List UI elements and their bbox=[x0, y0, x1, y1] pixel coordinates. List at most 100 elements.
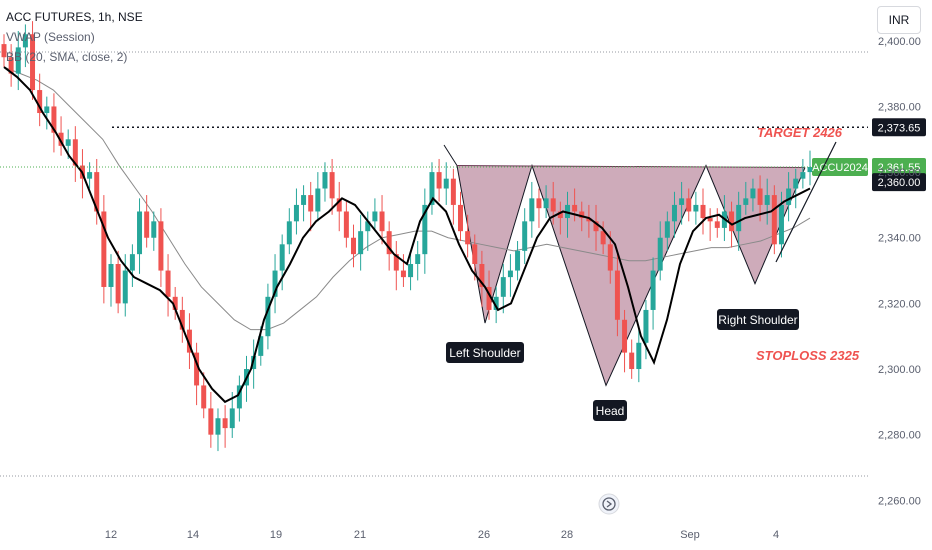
candle-body bbox=[351, 237, 357, 255]
candle-body bbox=[37, 90, 43, 114]
target-label: TARGET 2426 bbox=[757, 125, 843, 140]
candle-body bbox=[693, 204, 699, 212]
candle-body bbox=[750, 188, 756, 199]
time-tick-label: 26 bbox=[478, 529, 490, 541]
candle-body bbox=[115, 264, 121, 304]
currency-button[interactable]: INR bbox=[877, 6, 921, 34]
candle-body bbox=[365, 221, 371, 232]
head-tag: Head bbox=[593, 400, 627, 421]
candle-body bbox=[778, 204, 784, 245]
candle-body bbox=[593, 221, 599, 232]
candle-body bbox=[700, 204, 706, 219]
candle-body bbox=[443, 178, 449, 189]
candle-body bbox=[272, 270, 278, 297]
price-tick-label: 2,260.00 bbox=[878, 495, 921, 507]
candle-body bbox=[87, 172, 93, 179]
candle-body bbox=[386, 231, 392, 255]
time-axis: 12 14 19 21 26 28 Sep 4 bbox=[105, 529, 779, 541]
candle-body bbox=[422, 204, 428, 255]
symbol-title[interactable]: ACC FUTURES, 1h, NSE bbox=[6, 10, 143, 24]
candle-body bbox=[664, 221, 670, 238]
candle-body bbox=[650, 270, 656, 310]
last-price-label: 2,361.55 bbox=[878, 162, 921, 174]
candle-body bbox=[101, 211, 107, 287]
price-tick-label: 2,300.00 bbox=[878, 364, 921, 376]
candle-body bbox=[643, 309, 649, 343]
candle-body bbox=[358, 231, 364, 255]
level-price-label-bg bbox=[872, 173, 926, 192]
price-tick-label: 2,320.00 bbox=[878, 298, 921, 310]
candle-body bbox=[522, 221, 528, 251]
price-tick-label: 2,340.00 bbox=[878, 233, 921, 245]
level-price-label: 2,360.00 bbox=[878, 177, 921, 189]
candle-body bbox=[614, 270, 620, 320]
candle-body bbox=[186, 329, 192, 353]
candle-body bbox=[807, 167, 813, 173]
bb-legend[interactable]: BB (20, SMA, close, 2) bbox=[6, 50, 128, 64]
price-tick-label: 2,400.00 bbox=[878, 36, 921, 48]
candle-body bbox=[800, 172, 806, 179]
candle-body bbox=[301, 195, 307, 205]
candle-body bbox=[179, 309, 185, 330]
grid bbox=[0, 51, 868, 477]
candle-body bbox=[536, 198, 542, 209]
candle-body bbox=[622, 319, 628, 353]
time-tick-label: Sep bbox=[680, 529, 700, 541]
candle-body bbox=[229, 408, 235, 429]
candle-body bbox=[586, 218, 592, 222]
candle-body bbox=[743, 198, 749, 205]
time-tick-label: 21 bbox=[354, 529, 366, 541]
candle-body bbox=[122, 270, 128, 304]
candle-body bbox=[550, 198, 556, 212]
candle-body bbox=[408, 264, 414, 278]
price-axis: 2,260.00 2,280.00 2,300.00 2,320.00 2,340.00… bbox=[878, 36, 921, 507]
candle-body bbox=[293, 204, 299, 222]
candle-body bbox=[600, 231, 606, 245]
candle-body bbox=[165, 270, 171, 297]
pattern-fill bbox=[457, 165, 805, 386]
candle-body bbox=[415, 254, 421, 264]
candle-body bbox=[771, 195, 777, 245]
stoploss-label: STOPLOSS 2325 bbox=[756, 348, 860, 363]
candle-body bbox=[51, 106, 57, 133]
candle-body bbox=[507, 270, 513, 278]
replay-icon[interactable] bbox=[598, 493, 620, 515]
candle-body bbox=[657, 237, 663, 271]
candle-body bbox=[258, 336, 264, 356]
vwap-legend[interactable]: VWAP (Session) bbox=[6, 30, 95, 44]
candle-body bbox=[172, 296, 178, 310]
candle-body bbox=[607, 244, 613, 271]
candle-body bbox=[144, 211, 150, 238]
target-arrow-line bbox=[775, 141, 837, 263]
candle-body bbox=[564, 204, 570, 219]
candle-body bbox=[336, 198, 342, 212]
candle-body bbox=[500, 277, 506, 297]
candle-body bbox=[286, 221, 292, 245]
price-tick-label: 2,360.00 bbox=[878, 167, 921, 179]
candle-body bbox=[1, 44, 7, 58]
left-shoulder-tag: Left Shoulder bbox=[446, 342, 524, 363]
candle-body bbox=[436, 172, 442, 189]
candle-body bbox=[486, 286, 492, 310]
candle-body bbox=[543, 198, 549, 209]
bb-basis-line bbox=[3, 66, 811, 331]
candle-body bbox=[44, 106, 50, 114]
candle-body bbox=[679, 198, 685, 205]
candle-body bbox=[671, 204, 677, 222]
candle-body bbox=[572, 204, 578, 212]
candle-body bbox=[736, 204, 742, 232]
candle-body bbox=[764, 195, 770, 205]
candle-body bbox=[265, 296, 271, 337]
candle-body bbox=[158, 221, 164, 271]
time-tick-label: 12 bbox=[105, 529, 117, 541]
candle-body bbox=[322, 172, 328, 189]
candle-body bbox=[729, 211, 735, 232]
candle-body bbox=[515, 250, 521, 271]
head-label: Head bbox=[596, 404, 625, 418]
vwap-line bbox=[3, 66, 811, 404]
candle-body bbox=[472, 244, 478, 264]
candle-body bbox=[65, 139, 71, 146]
bb-basis-path bbox=[3, 66, 811, 331]
